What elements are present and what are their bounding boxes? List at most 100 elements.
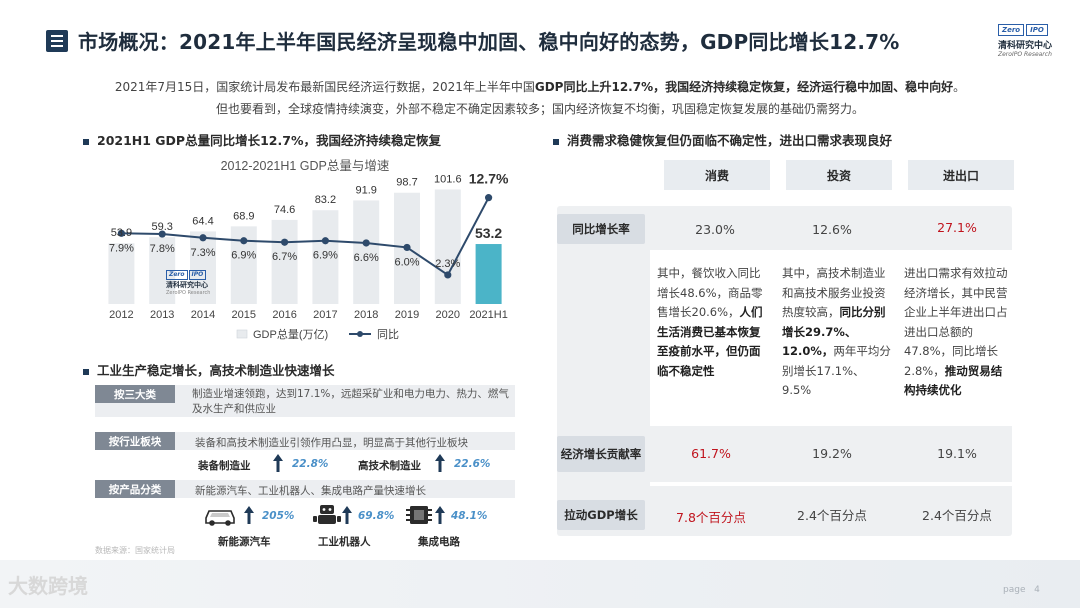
industry-row-text: 装备和高技术制造业引领作用凸显，明显高于其他行业板块 [195,437,468,449]
x-tick-label: 2012 [109,309,133,321]
desc-trade-b: 推动贸易结构持续优化 [904,363,1003,398]
chart-legend: GDP总量(万亿) 同比 [236,327,399,341]
arrow-up-icon [273,454,283,472]
chart-logo-name: 清科研究中心 [166,281,208,289]
demand-section-title: 消费需求稳健恢复但仍面临不确定性，进出口需求表现良好 [553,130,892,149]
bar-value-label: 98.7 [396,177,417,189]
sector-value: 22.6% [454,458,491,470]
industry-row-category: 按三大类 制造业增速领跑，达到17.1%，远超采矿业和电力电力、热力、燃气及水生… [95,385,515,417]
desc-consumption-a: 其中，餐饮收入同比增长48.6%，商品零售增长20.6%， [657,266,763,319]
column-header-trade: 进出口 [908,160,1014,190]
chart-watermark-logo: Zero IPO 清科研究中心 ZeroIPO Research [166,270,216,296]
intro-text-a: 2021年7月15日，国家统计局发布最新国民经济运行数据，2021年上半年中国 [114,80,535,94]
desc-investment-c: 两年平均分别增长17.1%、9.5% [782,344,891,397]
page-label: page [1003,585,1026,595]
x-tick-label: 2020 [436,309,460,321]
gdp-bar [475,244,502,304]
row-label-gdp-pull: 拉动GDP增长 [557,500,645,530]
car-icon [205,510,235,526]
sector-label: 高技术制造业 [358,460,421,472]
growth-point [199,234,207,242]
row-label-contribution: 经济增长贡献率 [557,436,645,472]
growth-value-label: 12.7% [469,171,509,187]
growth-value-label: 6.7% [272,251,297,263]
legend-label-line: 同比 [377,328,399,341]
industry-row-sector: 按行业板块 装备和高技术制造业引领作用凸显，明显高于其他行业板块 [95,432,515,450]
desc-investment-a: 其中，高技术制造业和高技术服务业投资热度较高， [782,266,886,319]
industry-row-text: 新能源汽车、工业机器人、集成电路产量快速增长 [195,485,426,497]
bar-value-label: 101.6 [434,173,462,185]
gdp-bar [108,243,135,304]
row-label-growth: 同比增长率 [557,214,645,244]
intro-text-b: GDP同比上升12.7%，我国经济持续稳定恢复，经济运行稳中加固、稳中向好 [534,80,954,94]
x-tick-label: 2017 [313,309,337,321]
product-label: 新能源汽车 [218,536,271,548]
gdp-pull-consumption: 7.8个百分点 [676,510,746,525]
column-header-investment: 投资 [786,160,892,190]
bar-value-label: 64.4 [192,215,213,227]
arrow-up-icon [435,506,445,524]
legend-swatch-marker [357,331,363,337]
growth-point [281,238,289,246]
arrow-up-icon [435,454,445,472]
industry-row-tag: 按三大类 [95,385,175,403]
growth-value-label: 6.0% [394,256,419,268]
gdp-bar [271,219,298,304]
gdp-bar [434,189,461,304]
row-divider [650,482,1012,486]
gdp-bar [353,200,380,304]
footer-band [0,560,1080,608]
chart-logo-sub: ZeroIPO Research [166,290,211,296]
column-header-consumption: 消费 [664,160,770,190]
page-indicator: page 4 [1003,585,1040,595]
chip-icon [406,506,432,524]
industry-row-text: 制造业增速领跑，达到17.1%，远超采矿业和电力电力、热力、燃气及水生产和供应业 [192,388,509,415]
desc-investment-b: 同比分别增长29.7%、12.0%， [782,305,886,358]
page-title: 市场概况：2021年上半年国民经济呈现稳中加固、稳中向好的态势，GDP同比增长1… [78,30,900,54]
growth-value-label: 7.3% [190,247,215,259]
growth-consumption: 23.0% [695,222,735,237]
sector-value: 22.8% [292,458,329,470]
product-value: 205% [262,510,295,522]
x-tick-label: 2015 [232,309,256,321]
intro-text-c: 。 [953,80,966,94]
growth-value-label: 6.6% [354,252,379,264]
growth-point [158,230,166,238]
watermark-text: 大数跨境 [8,574,88,598]
logo-sub: ZeroIPO Research [998,51,1052,58]
intro-line-2: 但也要看到，全球疫情持续演变，外部不稳定不确定因素较多；国内经济恢复不均衡，巩固… [215,102,864,116]
desc-trade-a: 进出口需求有效拉动经济增长，其中民营企业上半年进出口占进出口总额的47.8%，同… [904,266,1008,378]
growth-point [362,239,370,247]
x-tick-label: 2018 [354,309,378,321]
contribution-consumption: 61.7% [691,446,731,461]
growth-value-label: 7.9% [109,242,134,254]
product-label: 集成电路 [418,536,460,548]
bar-value-label: 53.9 [111,227,132,239]
growth-investment: 12.6% [812,222,852,237]
chart-logo-box-zero: Zero [166,270,188,280]
robot-icon [313,505,341,524]
intro-line-1: 2021年7月15日，国家统计局发布最新国民经济运行数据，2021年上半年中国G… [20,78,1060,95]
arrow-up-icon [342,506,352,524]
logo: Zero IPO 清科研究中心 ZeroIPO Research [998,24,1060,64]
arrow-up-icon [244,506,254,524]
growth-value-label: 6.9% [313,250,338,262]
industry-row-product: 按产品分类 新能源汽车、工业机器人、集成电路产量快速增长 [95,480,515,498]
watermark: 大数跨境 [8,570,88,599]
gdp-pull-trade: 2.4个百分点 [922,508,992,523]
bars-group [108,189,502,304]
growth-line [121,197,490,277]
bar-value-label: 68.9 [233,210,254,222]
labels-group: 53.9 2012 59.3 2013 64.4 2014 68.9 2015 74.6 2016… [109,171,509,321]
contribution-trade: 19.1% [937,446,977,461]
gdp-bar [312,210,339,304]
growth-trade: 27.1% [937,220,977,235]
product-label: 工业机器人 [318,536,371,548]
desc-consumption: 其中，餐饮收入同比增长48.6%，商品零售增长20.6%，人们生活消费已基本恢复… [657,264,767,381]
bar-value-label: 74.6 [274,204,295,216]
logo-box-zero: Zero [998,24,1025,36]
growth-value-label: 6.9% [231,250,256,262]
logo-name: 清科研究中心 [998,41,1053,51]
bar-value-label: 83.2 [315,194,336,206]
industry-row-tag: 按产品分类 [95,480,175,498]
